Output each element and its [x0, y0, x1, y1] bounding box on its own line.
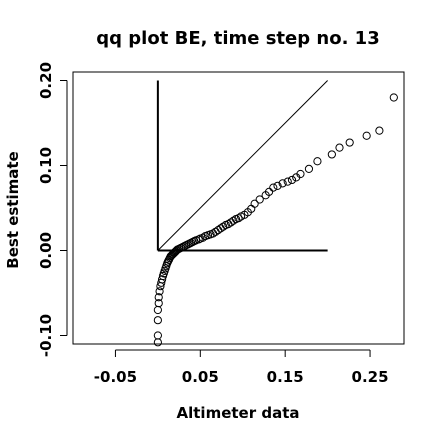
y-tick-label: 0.20 — [37, 62, 55, 99]
data-points — [153, 93, 398, 347]
data-point — [345, 138, 354, 147]
x-axis: -0.05 0.05 0.15 0.25 — [94, 349, 389, 386]
data-point — [153, 331, 162, 340]
data-point — [219, 222, 228, 231]
chart-title: qq plot BE, time step no. 13 — [96, 28, 379, 49]
data-point — [264, 187, 274, 196]
data-point — [194, 235, 203, 244]
data-point — [327, 150, 336, 159]
data-point — [153, 316, 162, 325]
y-tick-label: -0.10 — [37, 314, 55, 357]
data-point — [214, 226, 223, 235]
data-point — [154, 293, 163, 302]
data-point — [229, 216, 238, 225]
data-point — [287, 175, 297, 185]
data-point — [375, 126, 384, 135]
data-point — [255, 195, 264, 204]
y-axis-label: Best estimate — [4, 151, 22, 268]
data-point — [154, 299, 163, 308]
data-point — [208, 229, 218, 238]
y-tick-label: 0.10 — [37, 147, 55, 184]
y-tick-label: 0.00 — [37, 232, 55, 269]
data-point — [278, 179, 287, 188]
x-tick-label: 0.25 — [352, 368, 389, 386]
data-point — [304, 164, 314, 173]
data-point — [296, 169, 305, 179]
x-tick-label: 0.05 — [182, 368, 219, 386]
reference-lines — [156, 80, 328, 252]
data-point — [269, 183, 278, 192]
data-point — [389, 93, 398, 102]
data-point — [335, 143, 344, 152]
data-point — [216, 224, 225, 233]
y-axis: -0.10 0.00 0.10 0.20 — [37, 62, 68, 357]
data-point — [153, 338, 162, 347]
data-point — [153, 305, 162, 315]
x-tick-label: 0.15 — [267, 368, 304, 386]
data-point — [198, 233, 207, 242]
data-point — [234, 214, 243, 223]
plot-frame — [72, 71, 405, 345]
data-point — [283, 177, 292, 186]
data-point — [172, 246, 181, 255]
data-point — [313, 157, 322, 166]
data-point — [155, 287, 164, 296]
data-point — [273, 181, 282, 190]
reference-line — [157, 80, 328, 251]
data-point — [362, 131, 371, 140]
data-point — [250, 199, 259, 208]
x-axis-label: Altimeter data — [177, 404, 300, 422]
x-tick-label: -0.05 — [94, 368, 137, 386]
data-point — [158, 275, 167, 284]
